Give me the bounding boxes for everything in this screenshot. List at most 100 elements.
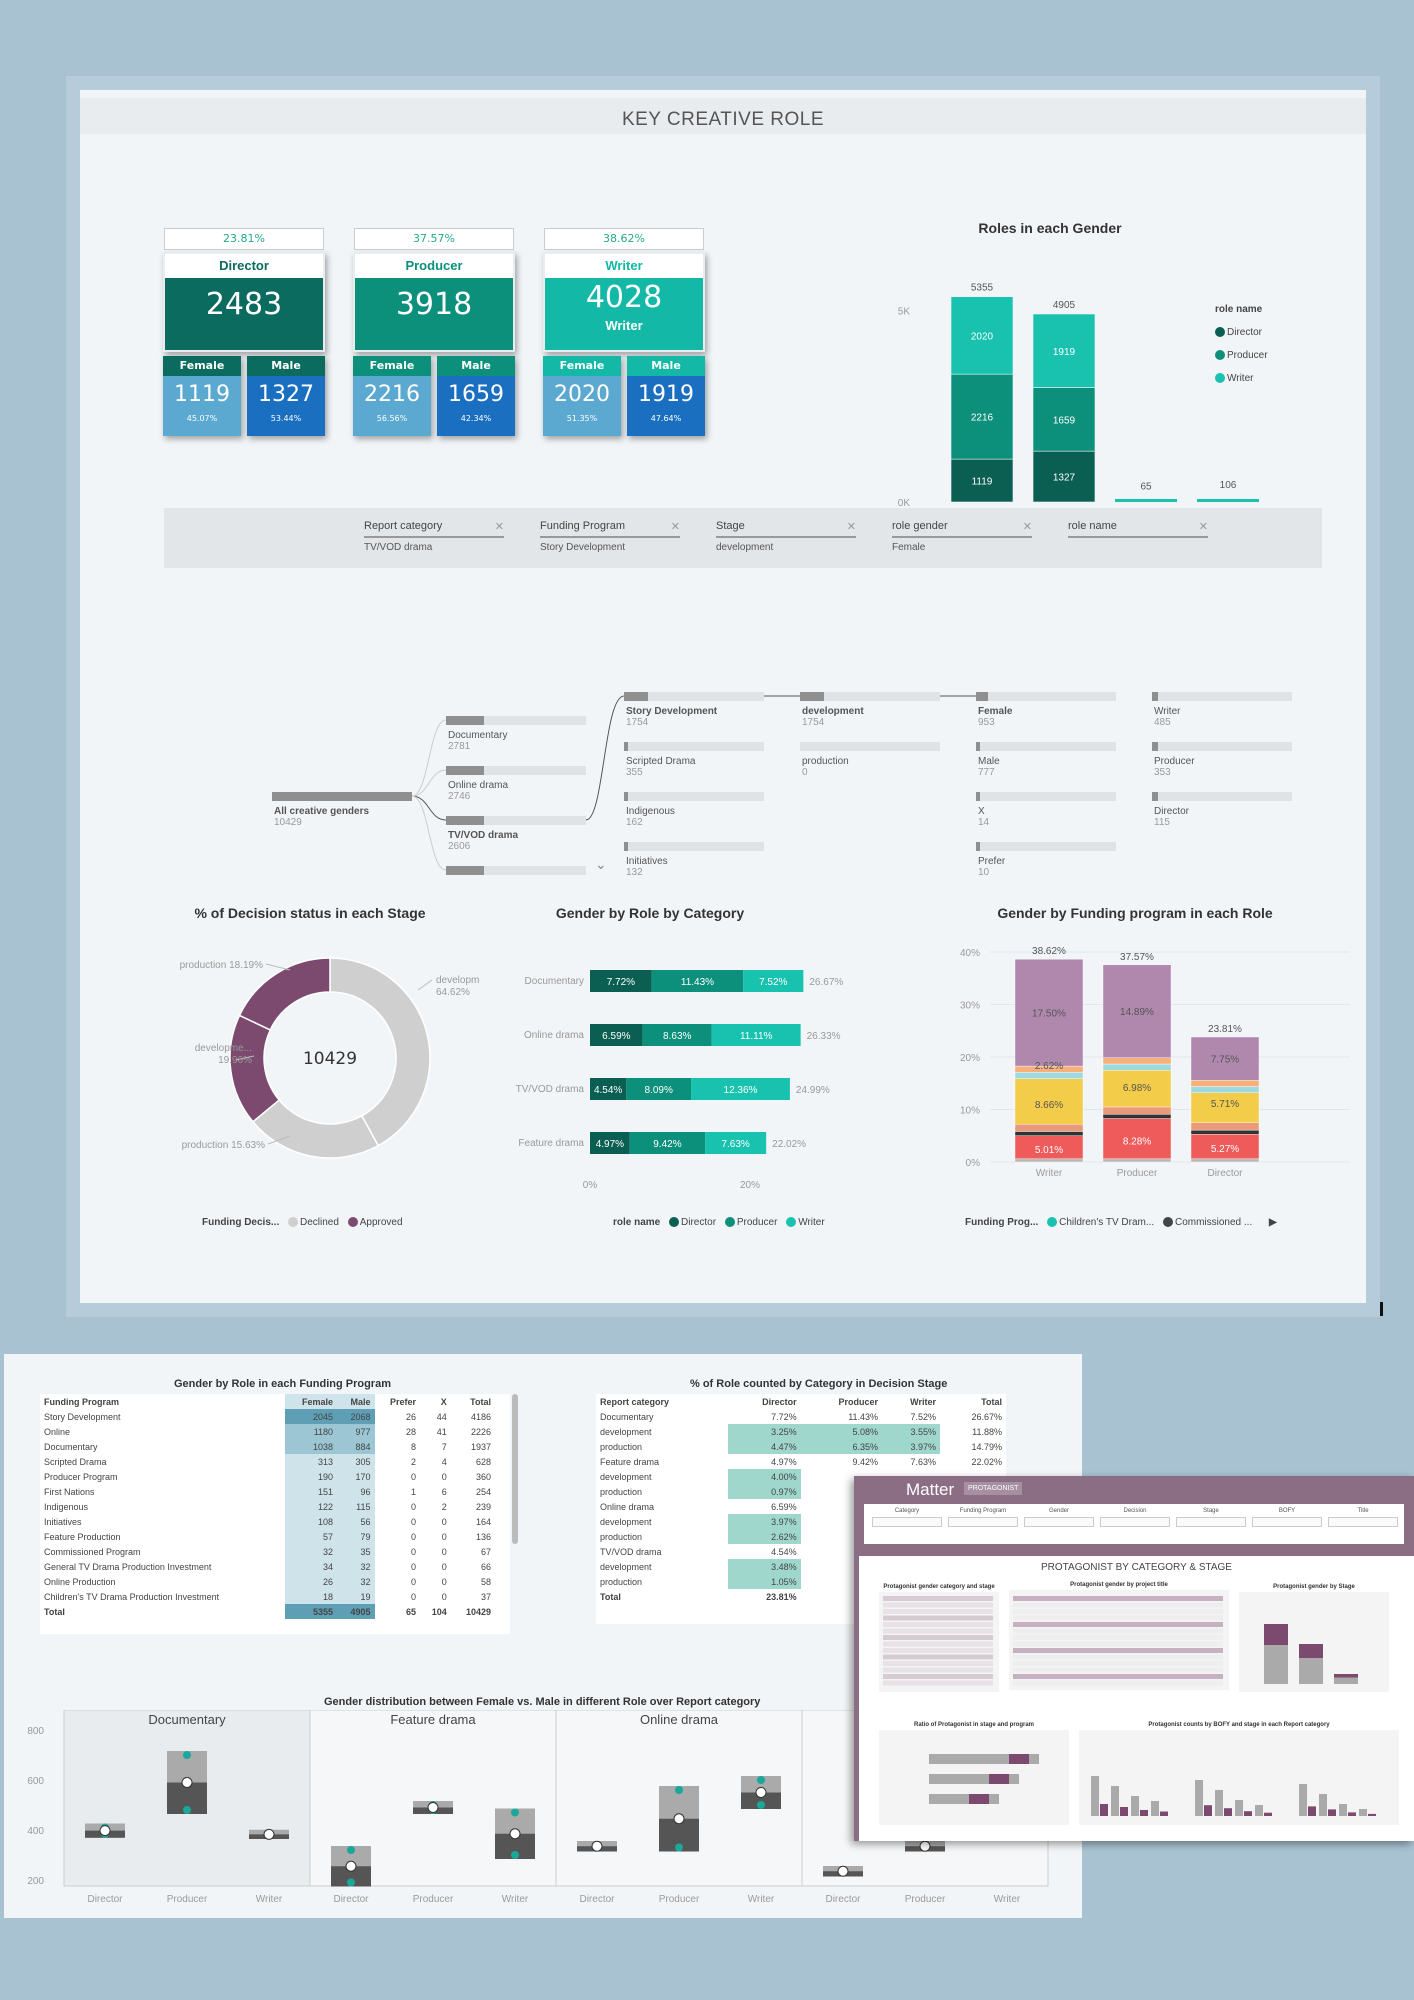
protagonist-filter-dropdown[interactable] [872, 1517, 942, 1527]
filter-role-name[interactable]: role name ✕ [1068, 520, 1208, 542]
clear-filter-icon[interactable]: ✕ [670, 521, 680, 533]
table-row[interactable]: General TV Drama Production Investment 34… [40, 1559, 495, 1574]
table-header-row[interactable]: Funding Program Female Male Prefer X Total [40, 1394, 495, 1409]
chevron-down-icon[interactable]: ⌄ [595, 856, 607, 872]
protagonist-filter[interactable]: BOFY [1252, 1508, 1322, 1527]
table-cell: 0 [410, 1471, 416, 1482]
clear-filter-icon[interactable]: ✕ [846, 521, 856, 533]
table-row[interactable]: Scripted Drama 313 305 2 4 628 [40, 1454, 495, 1469]
table-row[interactable]: Commissioned Program 32 35 0 0 67 [40, 1544, 495, 1559]
table-row[interactable]: Online Production 26 32 0 0 58 [40, 1574, 495, 1589]
table-row[interactable]: Story Development 2045 2068 26 44 4186 [40, 1409, 495, 1424]
x-tick-label: Producer [659, 1894, 700, 1905]
role-card-director[interactable]: Director 2483 [163, 252, 325, 352]
protagonist-filter-dropdown[interactable] [1328, 1517, 1398, 1527]
protagonist-filter[interactable]: Decision [1100, 1508, 1170, 1527]
gender-card-header: Male [271, 359, 301, 372]
legend-director[interactable]: Director [681, 1217, 717, 1228]
category-stage-table[interactable]: Report category Director Producer Writer Tot… [596, 1394, 1006, 1604]
table-row[interactable]: Children's TV Drama Production Investmen… [40, 1589, 495, 1604]
table-row[interactable]: development 3.97% [596, 1514, 1006, 1529]
gender-card-male[interactable]: Male 1659 42.34% [437, 356, 515, 436]
table-total-row[interactable]: Total 5355 4905 65 104 10429 [40, 1604, 495, 1619]
donut-label: production 18.19% [180, 960, 264, 971]
decision-donut-chart[interactable]: 10429 production 18.19% development64.62% d… [140, 930, 480, 1160]
protagonist-bar [1131, 1796, 1139, 1816]
filter-report-category[interactable]: Report category ✕ TV/VOD drama [364, 520, 504, 553]
table-row[interactable]: Initiatives 108 56 0 0 164 [40, 1514, 495, 1529]
table-row[interactable]: Documentary 1038 884 8 7 1937 [40, 1439, 495, 1454]
filter-stage[interactable]: Stage ✕ development [716, 520, 856, 553]
childrens-dot [1047, 1217, 1058, 1228]
role-card-writer[interactable]: Writer 4028 Writer [543, 252, 705, 352]
filter-role-gender[interactable]: role gender ✕ Female [892, 520, 1032, 553]
role-card-producer[interactable]: Producer 3918 [353, 252, 515, 352]
protagonist-filter[interactable]: Funding Program [948, 1508, 1018, 1527]
gender-card-female[interactable]: Female 1119 45.07% [163, 356, 241, 436]
protagonist-row [883, 1667, 993, 1673]
protagonist-filter[interactable]: Gender [1024, 1508, 1094, 1527]
table-row[interactable]: First Nations 151 96 1 6 254 [40, 1484, 495, 1499]
role-category-chart[interactable]: Documentary 7.72% 11.43% 7.52% 26.67% Online … [450, 930, 870, 1200]
roles-gender-chart[interactable]: 0K5K1119221620205355Female13271659191949… [780, 240, 1300, 540]
y-tick-label: Documentary [525, 976, 584, 987]
protagonist-filter-dropdown[interactable] [1100, 1517, 1170, 1527]
protagonist-filter-dropdown[interactable] [948, 1517, 1018, 1527]
table-row[interactable]: Documentary 7.72% 11.43% 7.52% 26.67% [596, 1409, 1006, 1424]
table-row[interactable]: production 0.97% [596, 1484, 1006, 1499]
clear-filter-icon[interactable]: ✕ [1198, 521, 1208, 533]
table-row[interactable]: production 1.05% [596, 1574, 1006, 1589]
protagonist-filter[interactable]: Category [872, 1508, 942, 1527]
legend-declined[interactable]: Declined [300, 1217, 339, 1228]
legend-approved[interactable]: Approved [359, 1217, 403, 1228]
table-row[interactable]: Indigenous 122 115 0 2 239 [40, 1499, 495, 1514]
bar-segment [1102, 1158, 1172, 1163]
table-row[interactable]: Online 1180 977 28 41 2226 [40, 1424, 495, 1439]
protagonist-filter[interactable]: Stage [1176, 1508, 1246, 1527]
gender-distribution-chart[interactable]: 800 600 400 200 Documentary Director Producer W… [24, 1710, 1082, 1918]
table-header-row[interactable]: Report category Director Producer Writer Tot… [596, 1394, 1006, 1409]
legend-writer[interactable]: Writer [1227, 373, 1254, 384]
table-total-row[interactable]: Total 23.81% [596, 1589, 1006, 1604]
gender-card-male[interactable]: Male 1327 53.44% [247, 356, 325, 436]
protagonist-filter-dropdown[interactable] [1176, 1517, 1246, 1527]
table-row[interactable]: Online drama 6.59% [596, 1499, 1006, 1514]
table-row[interactable]: development 4.00% [596, 1469, 1006, 1484]
legend-producer[interactable]: Producer [736, 1217, 778, 1228]
table1-scrollbar[interactable] [512, 1394, 518, 1544]
tree-bar-track [446, 816, 586, 825]
legend-commissioned[interactable]: Commissioned ... [1174, 1217, 1253, 1228]
table-row[interactable]: Feature Production 57 79 0 0 136 [40, 1529, 495, 1544]
table-row[interactable]: production 2.62% [596, 1529, 1006, 1544]
protagonist-row [883, 1596, 993, 1601]
protagonist-tab[interactable]: PROTAGONIST [964, 1482, 1023, 1495]
table-row[interactable]: development 3.25% 5.08% 3.55% 11.88% [596, 1424, 1006, 1439]
gender-card-female[interactable]: Female 2216 56.56% [353, 356, 431, 436]
legend-writer[interactable]: Writer [798, 1217, 825, 1228]
gender-card-male[interactable]: Male 1919 47.64% [627, 356, 705, 436]
gender-card-female[interactable]: Female 2020 51.35% [543, 356, 621, 436]
legend-next-icon[interactable]: ▶ [1269, 1217, 1277, 1228]
table-row[interactable]: TV/VOD drama 4.54% [596, 1544, 1006, 1559]
table-cell: Children's TV Drama Production Investmen… [44, 1591, 220, 1602]
table-cell: 7 [441, 1441, 447, 1452]
funding-role-chart[interactable]: 0% 10% 20% 30% 40% 5.01% 8.66% 2.62% 17.50% 38.62… [950, 930, 1350, 1200]
y-tick-label: 200 [27, 1876, 44, 1887]
table-row[interactable]: development 3.48% [596, 1559, 1006, 1574]
legend-director[interactable]: Director [1227, 327, 1263, 338]
protagonist-charts[interactable]: Protagonist gender category and stage Pro… [859, 1576, 1414, 1841]
table-row[interactable]: Producer Program 190 170 0 0 360 [40, 1469, 495, 1484]
filter-funding-program[interactable]: Funding Program ✕ Story Development [540, 520, 680, 553]
protagonist-filter-dropdown[interactable] [1024, 1517, 1094, 1527]
clear-filter-icon[interactable]: ✕ [1022, 521, 1032, 533]
legend-producer[interactable]: Producer [1227, 350, 1268, 361]
funding-legend-title: Funding Prog... [965, 1217, 1039, 1228]
clear-filter-icon[interactable]: ✕ [494, 521, 504, 533]
legend-childrens[interactable]: Children's TV Dram... [1059, 1217, 1155, 1228]
funding-program-table[interactable]: Funding Program Female Male Prefer X Total Sto… [40, 1394, 495, 1619]
table-row[interactable]: Feature drama 4.97% 9.42% 7.63% 22.02% [596, 1454, 1006, 1469]
table-row[interactable]: production 4.47% 6.35% 3.97% 14.79% [596, 1439, 1006, 1454]
protagonist-filter-dropdown[interactable] [1252, 1517, 1322, 1527]
protagonist-filter[interactable]: Title [1328, 1508, 1398, 1527]
